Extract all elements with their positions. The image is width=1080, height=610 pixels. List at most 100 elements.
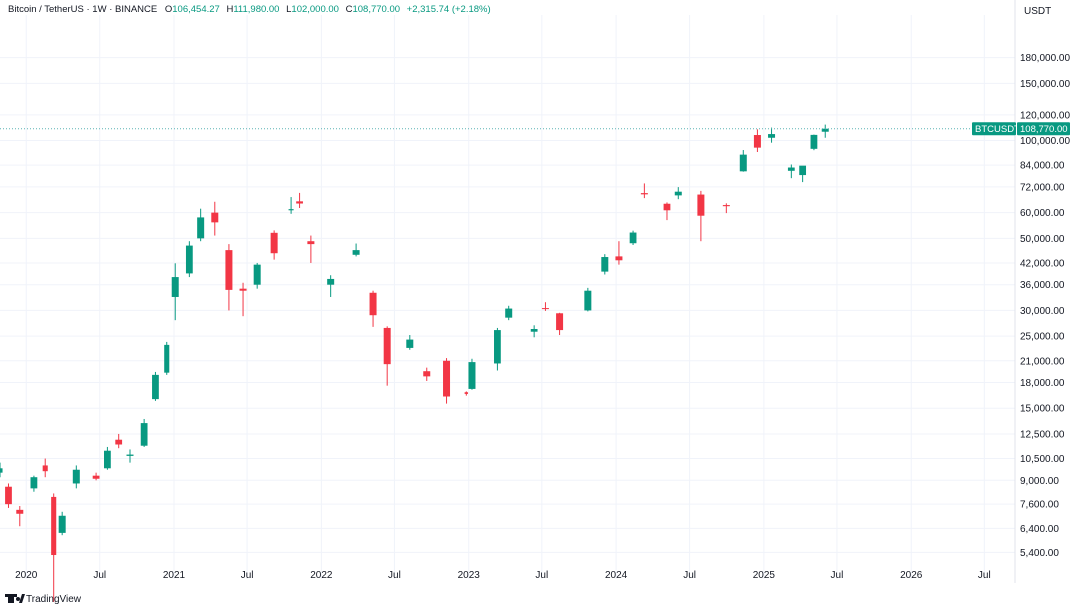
candle-body — [674, 191, 682, 196]
time-tick-label: Jul — [388, 570, 401, 581]
candle-body — [115, 439, 123, 445]
open-label: O — [165, 4, 172, 15]
candle — [239, 282, 247, 317]
high-label: H — [226, 4, 233, 15]
price-tick-label: 60,000.00 — [1020, 208, 1065, 219]
candle — [505, 305, 513, 321]
candle-body — [464, 392, 469, 394]
time-tick-label: 2026 — [900, 570, 923, 581]
candle — [16, 506, 24, 527]
candle — [72, 465, 80, 489]
candle — [423, 367, 431, 381]
candle — [270, 230, 278, 260]
candle — [799, 165, 807, 183]
time-tick-label: 2023 — [458, 570, 481, 581]
candle — [369, 290, 377, 327]
candle — [556, 312, 564, 336]
candle-body — [140, 423, 148, 446]
candle — [753, 129, 761, 153]
time-tick-label: Jul — [978, 570, 991, 581]
price-tick-label: 5,400.00 — [1020, 548, 1059, 559]
candle — [468, 358, 476, 390]
candle — [5, 483, 12, 508]
close-value: 108,770.00 — [352, 4, 400, 15]
candle — [104, 446, 111, 470]
tradingview-branding[interactable]: TradingView — [5, 594, 82, 605]
candle-body — [16, 509, 24, 514]
price-tick-label: 15,000.00 — [1020, 404, 1065, 415]
candle-body — [152, 374, 159, 400]
candle-body — [530, 328, 538, 332]
candle — [722, 203, 730, 214]
high-value: 111,980.00 — [233, 4, 279, 15]
price-tick-label: 42,000.00 — [1020, 258, 1065, 269]
price-tick-label: 180,000.00 — [1020, 53, 1070, 64]
candle-body — [697, 194, 705, 216]
price-axis[interactable]: USDT 180,000.00 150,000.00 120,000.00 100,0… — [1020, 6, 1070, 559]
candle — [663, 202, 671, 221]
candle-body — [505, 308, 513, 318]
candle-body — [211, 212, 219, 223]
candle-body — [307, 241, 315, 245]
candle-body — [768, 134, 776, 138]
candle-body — [722, 205, 730, 207]
symbol-legend: Bitcoin / TetherUS · 1W · BINANCE O106,4… — [8, 4, 491, 15]
candle — [197, 208, 205, 242]
candle — [494, 327, 501, 371]
candle — [584, 287, 592, 312]
time-tick-label: Jul — [241, 570, 254, 581]
time-tick-label: 2020 — [15, 570, 38, 581]
tradingview-label: TradingView — [26, 594, 82, 605]
candle-body — [352, 250, 360, 255]
candle — [674, 187, 682, 200]
candle — [126, 449, 134, 463]
candle — [164, 341, 170, 375]
candle — [185, 241, 193, 278]
price-tick-label: 100,000.00 — [1020, 136, 1070, 147]
candle-body — [787, 167, 795, 171]
candle-body — [288, 209, 294, 211]
price-tick-label: 150,000.00 — [1020, 79, 1070, 90]
close-label: C — [346, 4, 353, 15]
candle — [615, 241, 623, 265]
candle-body — [239, 288, 247, 291]
grid — [0, 0, 1016, 583]
price-tick-label: 6,400.00 — [1020, 524, 1059, 535]
candle — [307, 235, 315, 263]
candle-body — [171, 277, 179, 297]
candle — [42, 458, 48, 478]
candle-body — [72, 469, 80, 484]
candle — [288, 197, 294, 214]
price-tick-label: 36,000.00 — [1020, 280, 1065, 291]
price-tick-label: 9,000.00 — [1020, 476, 1059, 487]
candle-body — [5, 486, 12, 505]
candle-body — [615, 256, 623, 261]
price-tick-label: 18,000.00 — [1020, 378, 1065, 389]
price-tick-label: 50,000.00 — [1020, 234, 1065, 245]
candle — [541, 302, 549, 311]
candle — [640, 183, 648, 199]
price-tick-label: 30,000.00 — [1020, 306, 1065, 317]
time-tick-label: Jul — [535, 570, 548, 581]
candle — [821, 124, 829, 138]
price-tick-label: 21,000.00 — [1020, 356, 1065, 367]
candle-body — [663, 203, 671, 211]
tradingview-logo-icon — [5, 594, 25, 603]
candle — [530, 325, 538, 338]
candle-body — [92, 475, 100, 479]
price-tick-label: 84,000.00 — [1020, 161, 1065, 172]
candle — [0, 462, 3, 478]
candle-body — [406, 339, 414, 348]
price-tick-label: 120,000.00 — [1020, 110, 1070, 121]
time-tick-label: Jul — [831, 570, 844, 581]
candle-body — [443, 360, 451, 397]
candle-body — [468, 362, 476, 389]
candle — [296, 192, 303, 209]
time-axis[interactable]: 2020 Jul 2021 Jul 2022 Jul 2023 Jul 2024 Jul 2025 J… — [15, 570, 991, 581]
candle-body — [556, 313, 564, 331]
candle-body — [0, 468, 3, 473]
candle-body — [253, 264, 261, 285]
price-tick-label: 25,000.00 — [1020, 332, 1065, 343]
candle-body — [541, 308, 549, 310]
